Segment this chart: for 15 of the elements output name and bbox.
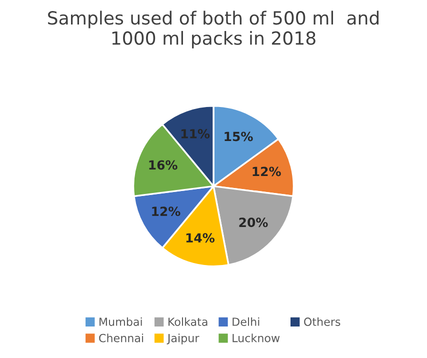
data-label: 11% <box>181 129 210 138</box>
legend-label: Mumbai <box>100 317 142 326</box>
legend-label: Chennai <box>99 334 144 342</box>
legend-label: Delhi <box>232 317 260 326</box>
data-label: 16% <box>149 160 178 170</box>
data-label: 12% <box>152 206 180 216</box>
legend-label: Jaipur <box>166 334 200 344</box>
data-label: 15% <box>224 132 253 142</box>
data-label: 20% <box>239 218 268 228</box>
data-label: 14% <box>186 233 214 243</box>
legend-label: Kolkata <box>168 317 208 326</box>
legend-label: Others <box>304 317 340 326</box>
chart-title: Samples used of both of 500 ml and 1000 ml packs in 2018 <box>48 10 379 48</box>
data-label: 12% <box>252 166 281 176</box>
legend-label: Lucknow <box>232 334 280 342</box>
